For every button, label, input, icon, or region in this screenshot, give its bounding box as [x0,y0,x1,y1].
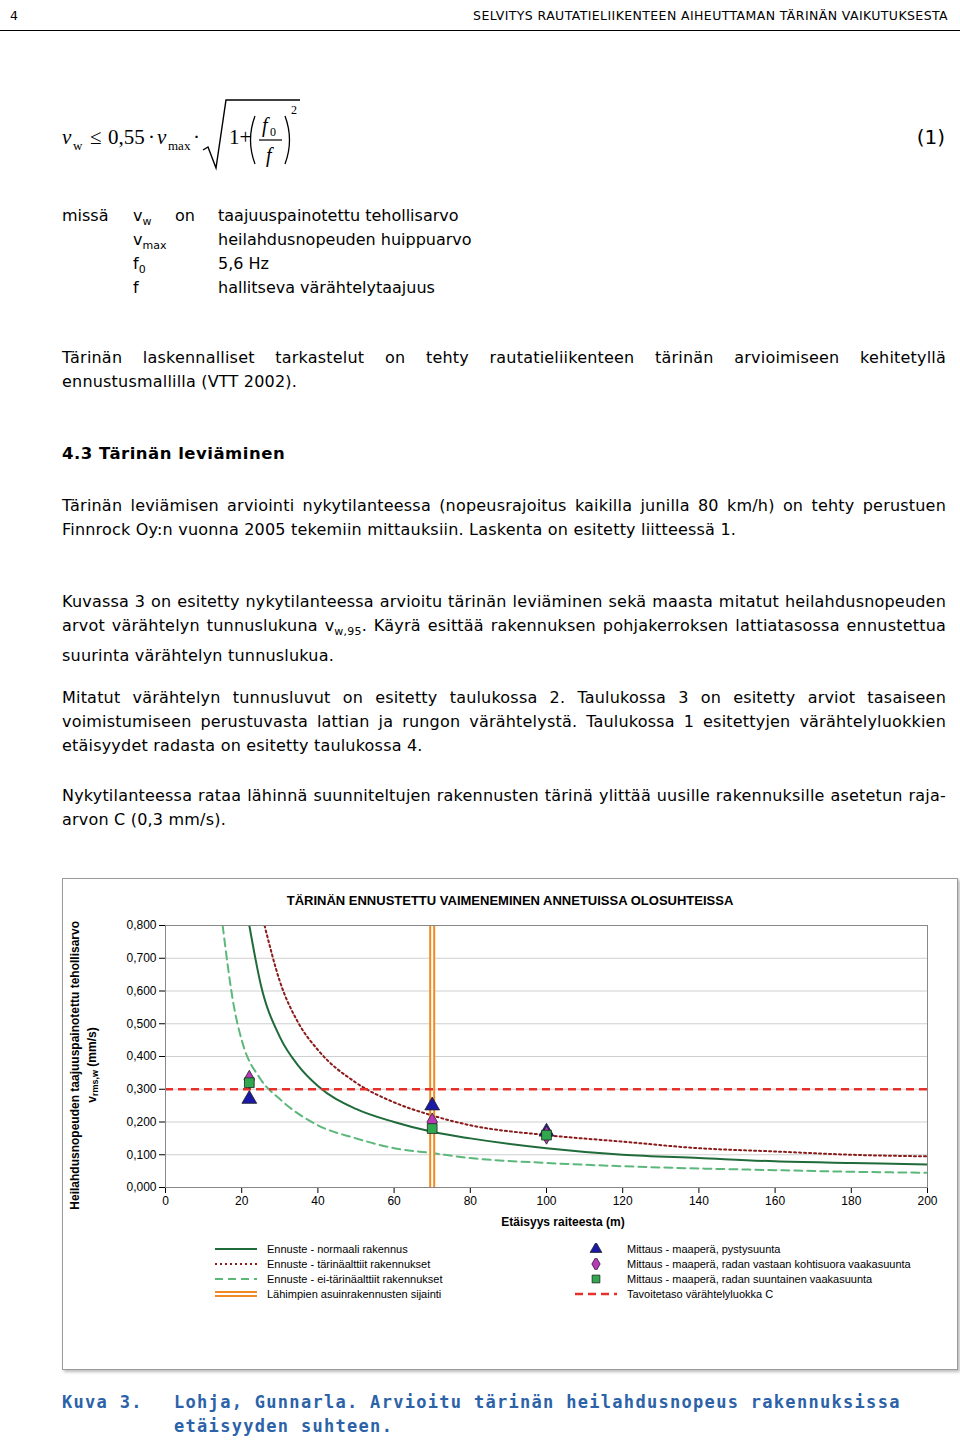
html-text:Heilahdusnopeuden taajuuspaino: Heilahdusnopeuden taajuuspainotettu teho… [68,920,83,1210]
svg-text:max: max [168,138,191,153]
html-text:4: 4 [10,8,19,23]
svg-text:60: 60 [387,1194,401,1208]
svg-text:f: f [266,144,274,167]
svg-text:140: 140 [689,1194,709,1208]
html-text:Ennuste - normaali rakennus: Ennuste - normaali rakennus [267,1243,408,1255]
svg-text:0,200: 0,200 [126,1115,156,1129]
svg-text:0: 0 [270,125,276,139]
html-text:4.3 Tärinän leviäminen: 4.3 Tärinän leviäminen [62,444,286,463]
html-text:f0: f0 [133,254,146,277]
html-text:Etäisyys raiteesta (m): Etäisyys raiteesta (m) [501,1215,625,1229]
html-text:taajuuspainotettu tehollisarvo: taajuuspainotettu tehollisarvo [218,206,459,225]
html-text:SELVITYS RAUTATIELIIKENTEEN AI: SELVITYS RAUTATIELIIKENTEEN AIHEUTTAMAN … [473,8,948,23]
html-text:Mittaus - maaperä, radan suunt: Mittaus - maaperä, radan suuntainen vaak… [627,1273,873,1285]
svg-text:2: 2 [291,103,297,117]
svg-text:f: f [262,114,270,137]
svg-text:0,300: 0,300 [126,1082,156,1096]
svg-text:180: 180 [841,1194,861,1208]
svg-text:0,700: 0,700 [126,951,156,965]
svg-text:100: 100 [536,1194,556,1208]
html-text:Tavoitetaso värähtelyluokka C: Tavoitetaso värähtelyluokka C [627,1288,774,1300]
svg-text:0,100: 0,100 [126,1148,156,1162]
svg-text:160: 160 [765,1194,785,1208]
html-text:Ennuste - tärinäalttiit rakenn: Ennuste - tärinäalttiit rakennukset [267,1258,431,1270]
svg-text:1+: 1+ [229,125,251,149]
svg-text:0,500: 0,500 [126,1017,156,1031]
html-text:TÄRINÄN ENNUSTETTU VAIMENEMINE: TÄRINÄN ENNUSTETTU VAIMENEMINEN ANNETUIS… [286,893,734,908]
svg-text:0,600: 0,600 [126,984,156,998]
svg-text:0,55: 0,55 [108,125,145,149]
svg-text:w: w [73,138,83,153]
svg-text:v: v [157,125,167,149]
svg-text:0: 0 [162,1194,169,1208]
html-text:heilahdusnopeuden huippuarvo: heilahdusnopeuden huippuarvo [218,230,472,249]
html-text:Mittaus - maaperä, radan vasta: Mittaus - maaperä, radan vastaan kohtisu… [627,1258,911,1270]
html-text:Lähimpien asuinrakennusten sij: Lähimpien asuinrakennusten sijainti [267,1288,442,1300]
html-text:hallitseva värähtelytaajuus: hallitseva värähtelytaajuus [218,278,435,297]
svg-text:80: 80 [464,1194,478,1208]
html-text:Mitatut värähtelyn tunnusluvut: Mitatut värähtelyn tunnusluvut on esitet… [62,688,946,755]
svg-text:0,400: 0,400 [126,1049,156,1063]
html-text:Kuvassa 3 on esitetty nykytila: Kuvassa 3 on esitetty nykytilanteessa ar… [62,592,946,666]
html-text:Ennuste - ei-tärinäalttiit rak: Ennuste - ei-tärinäalttiit rakennukset [267,1273,443,1285]
html-text:Kuva 3.: Kuva 3. [62,1392,143,1412]
svg-text:·: · [148,125,155,149]
svg-text:200: 200 [917,1194,937,1208]
svg-text:(1): (1) [917,125,945,149]
svg-text:v: v [62,125,72,149]
html-text:v: v [85,1096,100,1103]
svg-text:0,800: 0,800 [126,918,156,932]
html-text:f: f [133,278,139,297]
svg-text:≤: ≤ [90,125,102,149]
html-text:Tärinän laskennalliset tarkast: Tärinän laskennalliset tarkastelut on te… [62,348,946,391]
svg-text:120: 120 [613,1194,633,1208]
html-text:5,6 Hz: 5,6 Hz [218,254,269,273]
html-text:vw: vw [133,206,152,229]
html-text:Nykytilanteessa rataa lähinnä: Nykytilanteessa rataa lähinnä suunnitelt… [62,786,946,829]
svg-text:·: · [193,125,200,149]
svg-text:20: 20 [235,1194,249,1208]
html-text:rms,w: rms,w [90,1070,101,1096]
svg-text:0,000: 0,000 [126,1180,156,1194]
svg-text:40: 40 [311,1194,325,1208]
html-text:(mm/s): (mm/s) [85,1027,100,1070]
html-text:on: on [175,206,195,225]
html-text:Mittaus - maaperä, pystysuunta: Mittaus - maaperä, pystysuunta [627,1243,781,1255]
html-text:missä: missä [62,206,109,225]
html-text:Lohja, Gunnarla. Arvioitu täri: Lohja, Gunnarla. Arvioitu tärinän heilah… [174,1392,901,1436]
html-text:Tärinän leviämisen arviointi n: Tärinän leviämisen arviointi nykytilante… [62,496,946,539]
html-text:vmax: vmax [133,230,167,253]
